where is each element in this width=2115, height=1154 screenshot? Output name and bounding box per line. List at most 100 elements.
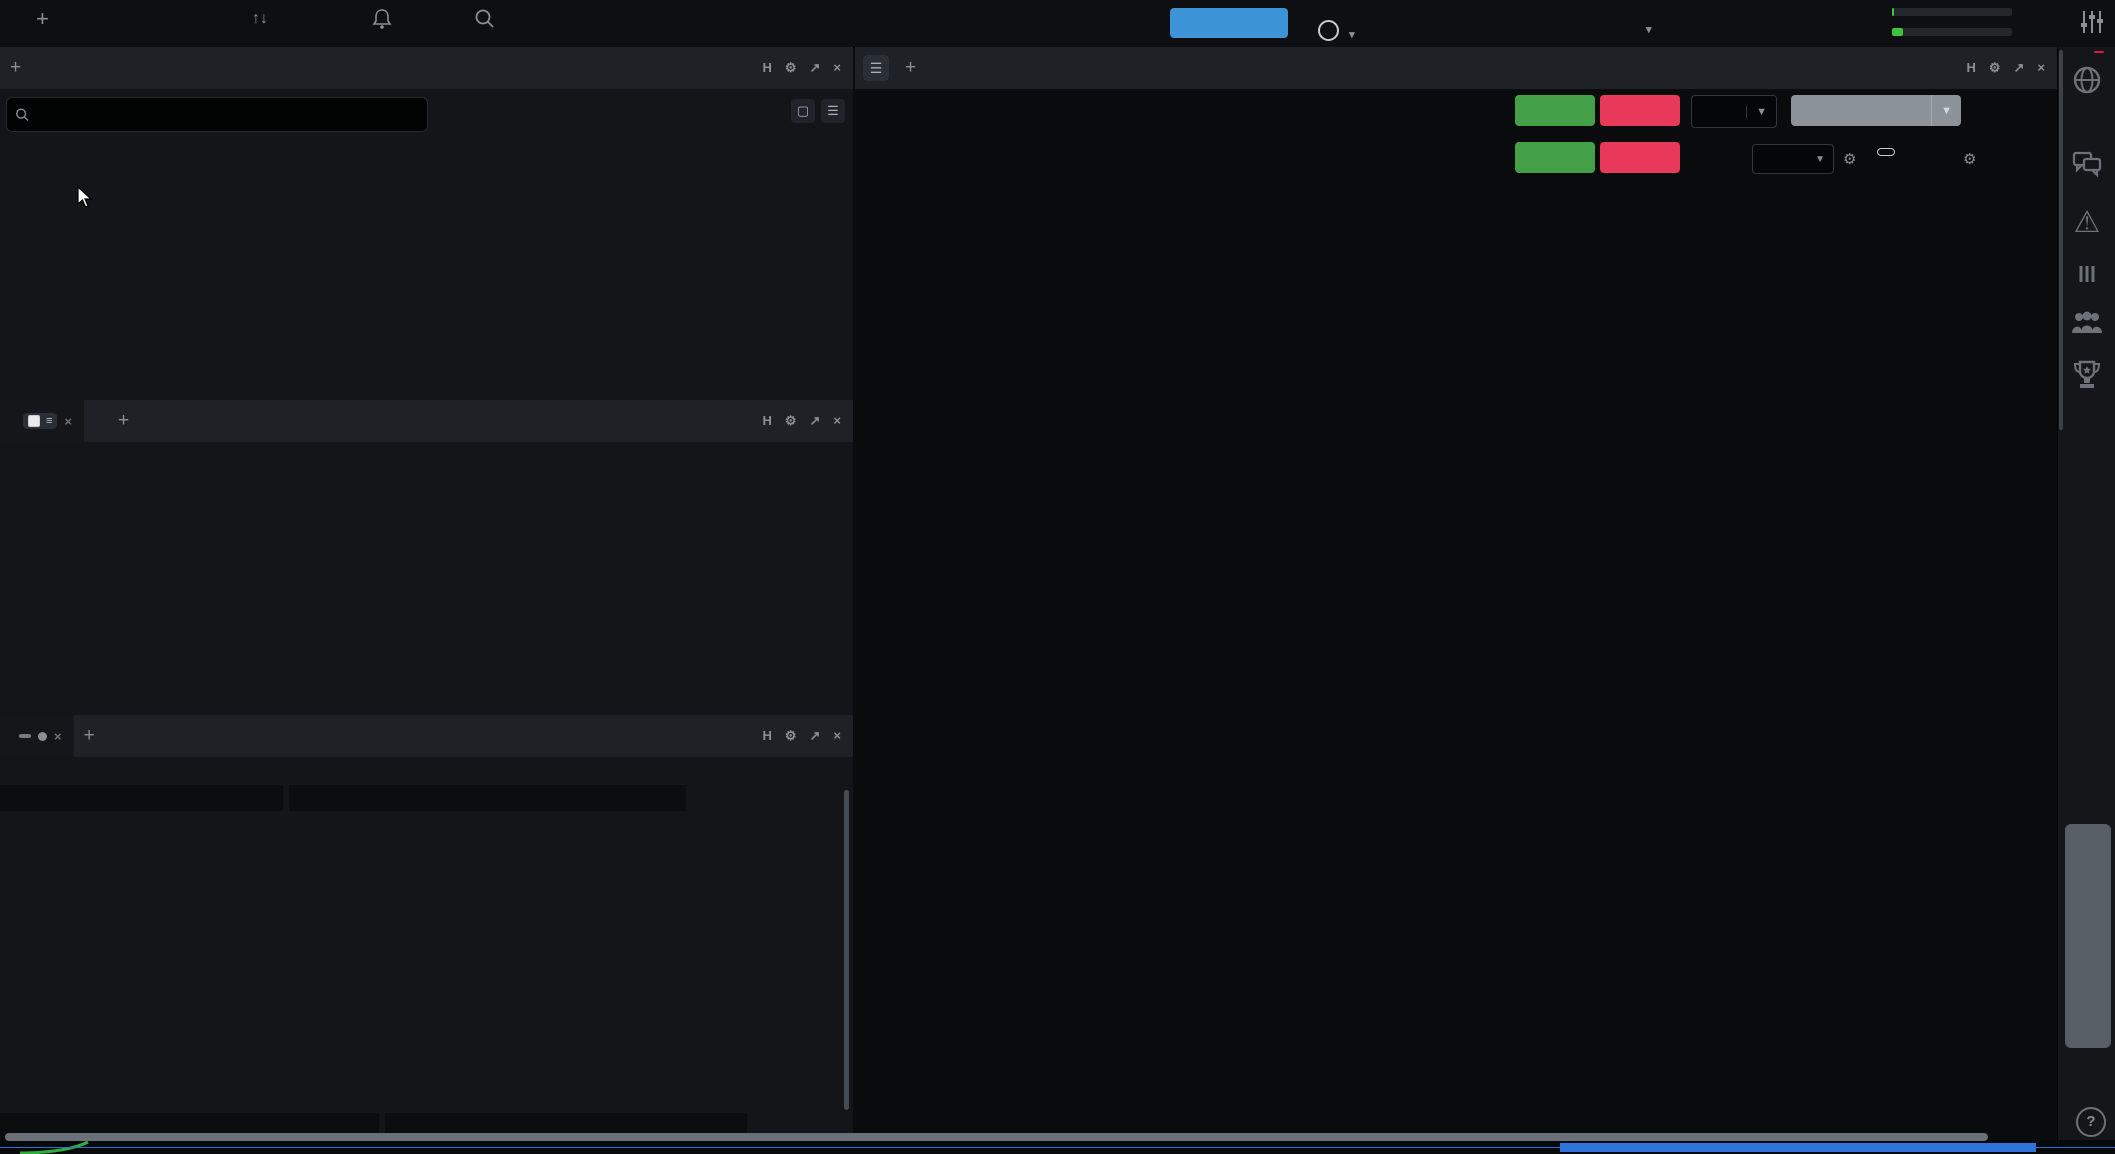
openpl-value[interactable]: ▾ (1646, 20, 1652, 38)
column-title (0, 785, 283, 811)
chevron-down-icon: ▼ (1815, 153, 1825, 165)
timeline-selection[interactable] (1560, 1143, 2036, 1152)
scope-badge (19, 734, 31, 738)
compact-view-icon[interactable]: ▢ (791, 99, 815, 123)
exit-at-mkt-button[interactable]: ▼ (1791, 95, 1961, 126)
close-icon[interactable]: × (833, 728, 841, 743)
close-icon[interactable]: × (64, 413, 73, 429)
scrollbar[interactable] (844, 790, 849, 1110)
add-symbol-input[interactable] (37, 105, 419, 124)
help-circle-icon[interactable]: ? (2076, 1107, 2106, 1137)
columns-icon[interactable] (2075, 262, 2099, 289)
gear-icon[interactable]: ⚙ (784, 60, 797, 75)
positions-panel: ≡ × + H ⚙ ↗ × (0, 400, 853, 715)
add-tab-button[interactable]: + (10, 57, 22, 78)
chart-tab-bar: ☰ + H ⚙ ↗ × (855, 47, 2057, 89)
bell-icon[interactable] (372, 8, 392, 33)
list-icon: ≡ (46, 415, 53, 427)
globe-icon[interactable] (2072, 65, 2102, 98)
chevron-down-icon: ▼ (1931, 95, 1961, 126)
open-account-button[interactable] (1170, 8, 1288, 38)
community-icon[interactable] (2070, 309, 2104, 338)
watchlist-panel: + H ⚙ ↗ × ▢ ☰ (0, 47, 853, 400)
dom-header: ▼ ▼ ▼ ⚙ ⚙ (855, 90, 2057, 180)
alerts-icon[interactable]: ⚠ (2073, 206, 2101, 239)
tab-positions[interactable]: ≡ × (0, 400, 85, 442)
header-lock-icon[interactable]: H (762, 728, 772, 743)
add-symbol-search[interactable] (6, 97, 428, 132)
header-lock-icon[interactable]: H (762, 413, 772, 428)
column-settings-icon[interactable]: ☰ (821, 99, 845, 123)
brackets-selector[interactable]: ▼ (1752, 144, 1834, 174)
header-lock-icon[interactable]: H (1966, 60, 1976, 75)
popout-icon[interactable]: ↗ (809, 413, 821, 428)
join-bid-button[interactable] (1515, 142, 1595, 173)
header-lock-icon[interactable]: H (762, 60, 772, 75)
gear-icon[interactable]: ⚙ (1963, 151, 1977, 168)
bottom-strip (0, 1133, 2115, 1154)
losing-trades-section (0, 1113, 379, 1136)
watchlist-tab-bar: + H ⚙ ↗ × (0, 47, 853, 89)
popout-icon[interactable]: ↗ (809, 728, 821, 743)
gear-icon[interactable]: ⚙ (784, 728, 797, 743)
winning-vs-losing-section (385, 1113, 747, 1136)
close-icon[interactable]: × (54, 728, 62, 744)
panel-icons: H ⚙ ↗ × (1966, 60, 2057, 76)
notification-badge (2094, 51, 2104, 53)
add-tab-button[interactable]: + (83, 725, 95, 746)
panel-icons: H ⚙ ↗ × (762, 60, 853, 76)
tradovate-help-tab[interactable] (2065, 824, 2111, 1048)
performance-tab-bar: × + H ⚙ ↗ × (0, 715, 853, 757)
mini-timeline-ticks (19, 1140, 89, 1154)
chart-canvas[interactable] (855, 47, 2057, 1140)
right-sidebar: ⚠ ? (2057, 47, 2115, 1140)
chart-menu-icon[interactable]: ☰ (863, 55, 889, 81)
close-icon[interactable]: × (2037, 60, 2045, 75)
tif-gtc (1877, 148, 1895, 156)
chevron-down-icon: ▾ (1349, 29, 1355, 41)
close-icon[interactable]: × (833, 60, 841, 75)
tif-toggle[interactable] (1869, 148, 1895, 156)
chevron-down-icon: ▼ (1746, 105, 1776, 118)
add-tab-button[interactable]: + (118, 410, 130, 431)
add-chart-tab-button[interactable]: + (905, 57, 917, 78)
search-icon[interactable] (474, 8, 496, 33)
checkbox-icon (28, 415, 40, 427)
tab-orders[interactable] (84, 400, 108, 442)
popout-icon[interactable]: ↗ (809, 60, 821, 75)
settings-sliders-icon[interactable] (2080, 9, 2104, 38)
timeline-line (0, 1147, 2115, 1148)
sort-arrows-icon[interactable]: ↑↓ (252, 10, 268, 27)
trophy-icon[interactable] (2072, 359, 2102, 394)
scrollbar[interactable] (2059, 50, 2063, 430)
popout-icon[interactable]: ↗ (2013, 60, 2025, 75)
performance-panel: × + H ⚙ ↗ × (0, 715, 853, 1136)
account-selector[interactable]: ▾ (1318, 20, 1355, 42)
positions-tab-bar: ≡ × + H ⚙ ↗ × (0, 400, 853, 442)
initial-margin-bar (1892, 28, 2012, 36)
quantity-selector[interactable]: ▼ (1691, 95, 1777, 128)
day-margin-bar (1892, 8, 2012, 16)
gear-icon[interactable]: ⚙ (1988, 60, 2001, 75)
chart-panel: ☰ + H ⚙ ↗ × (855, 47, 2057, 1140)
horizontal-scrollbar[interactable] (5, 1133, 1988, 1141)
add-workspace-icon[interactable]: + (36, 6, 49, 31)
panel-icons: H ⚙ ↗ × (762, 728, 853, 744)
close-icon[interactable]: × (833, 413, 841, 428)
status-dot (38, 731, 47, 741)
demo-account-icon (1318, 20, 1339, 41)
chat-icon[interactable] (2072, 150, 2102, 181)
join-ask-button[interactable] (1600, 142, 1680, 173)
profit-trades-column (289, 785, 686, 811)
column-title (289, 785, 686, 811)
buy-mkt-button[interactable] (1515, 95, 1595, 126)
gear-icon[interactable]: ⚙ (784, 413, 797, 428)
search-icon (16, 108, 29, 121)
gear-icon[interactable]: ⚙ (1843, 151, 1857, 168)
sell-mkt-button[interactable] (1600, 95, 1680, 126)
panel-icons: H ⚙ ↗ × (762, 413, 853, 429)
all-trades-column (0, 785, 283, 811)
tab-performance-center[interactable]: × (0, 715, 74, 757)
positions-view-toggles[interactable]: ≡ (23, 413, 58, 429)
